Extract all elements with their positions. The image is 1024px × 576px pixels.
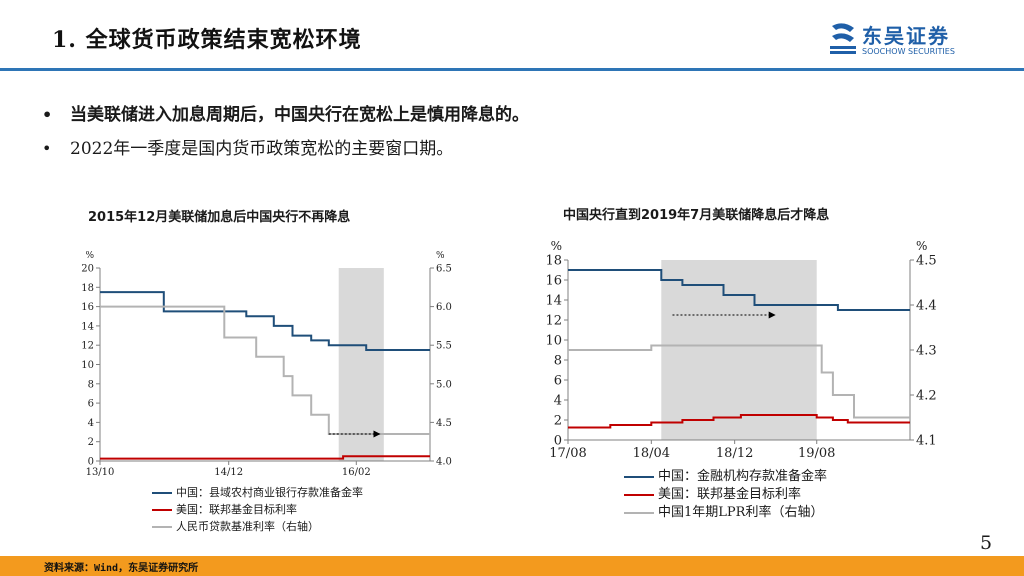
- legend-label: 美国：联邦基金目标利率: [658, 487, 802, 502]
- y-tick-label: 20: [81, 264, 94, 275]
- company-logo: 东吴证券 SOOCHOW SECURITIES: [828, 22, 978, 62]
- y2-unit-label: %: [916, 239, 927, 253]
- legend-label: 中国：金融机构存款准备金率: [658, 469, 828, 484]
- shaded-period: [661, 260, 817, 440]
- header-divider: [0, 68, 1024, 71]
- logo-text-en: SOOCHOW SECURITIES: [862, 47, 955, 56]
- footer-bar: 资料来源：Wind，东吴证券研究所: [0, 556, 1024, 576]
- x-tick-label: 18/12: [716, 446, 753, 461]
- y-tick-label: 18: [545, 254, 562, 269]
- y-tick-label: 0: [554, 434, 562, 449]
- y-unit-label: %: [85, 251, 94, 261]
- y-tick-label: 6: [88, 399, 94, 410]
- y-tick-label: 4: [88, 418, 94, 429]
- shaded-period: [338, 268, 384, 461]
- x-tick-label: 18/04: [633, 446, 670, 461]
- series-line: [568, 414, 910, 429]
- chart-right-legend: 中国：金融机构存款准备金率 美国：联邦基金目标利率 中国1年期LPR利率（右轴）: [624, 468, 827, 522]
- x-tick-label: 17/08: [549, 446, 586, 461]
- legend-swatch: [624, 494, 654, 496]
- legend-swatch: [152, 492, 172, 494]
- footer-source: 资料来源：Wind，东吴证券研究所: [44, 563, 199, 574]
- y-tick-label: 10: [81, 360, 94, 371]
- bullet-item: 2022年一季度是国内货币政策宽松的主要窗口期。: [40, 132, 1000, 166]
- y-tick-label: 12: [81, 341, 94, 352]
- bullet-item: 当美联储进入加息周期后，中国央行在宽松上是慎用降息的。: [40, 98, 1000, 132]
- y2-unit-label: %: [436, 251, 445, 261]
- legend-item: 人民币贷款基准利率（右轴）: [152, 518, 363, 535]
- legend-item: 美国：联邦基金目标利率: [624, 486, 827, 504]
- y-tick-label: 12: [545, 314, 562, 329]
- legend-label: 中国1年期LPR利率（右轴）: [658, 505, 824, 520]
- y2-tick-label: 6.5: [436, 264, 452, 275]
- legend-label: 美国：联邦基金目标利率: [176, 503, 297, 516]
- legend-item: 美国：联邦基金目标利率: [152, 501, 363, 518]
- chart-title-right: 中国央行直到2019年7月美联储降息后才降息: [563, 208, 830, 223]
- y2-tick-label: 4.4: [916, 299, 937, 314]
- x-tick-label: 16/02: [342, 467, 371, 478]
- y2-tick-label: 4.0: [436, 457, 452, 468]
- y-tick-label: 14: [81, 321, 94, 332]
- page-number: 5: [980, 532, 993, 554]
- y-tick-label: 14: [545, 294, 562, 309]
- series-line: [568, 344, 910, 419]
- y-tick-label: 16: [545, 274, 562, 289]
- y2-tick-label: 4.5: [916, 254, 937, 269]
- y-tick-label: 8: [554, 354, 562, 369]
- page-header: 1. 全球货币政策结束宽松环境 东吴证券 SOOCHOW SECURITIES: [0, 0, 1024, 72]
- legend-label: 人民币贷款基准利率（右轴）: [176, 520, 319, 533]
- legend-item: 中国：金融机构存款准备金率: [624, 468, 827, 486]
- trend-arrow-head: [373, 430, 381, 438]
- trend-arrow-head: [768, 311, 776, 319]
- y2-tick-label: 4.1: [916, 434, 937, 449]
- bullet-list: 当美联储进入加息周期后，中国央行在宽松上是慎用降息的。 2022年一季度是国内货…: [40, 98, 1000, 166]
- y-tick-label: 6: [554, 374, 562, 389]
- y2-tick-label: 5.0: [436, 379, 452, 390]
- y-tick-label: 2: [88, 437, 94, 448]
- y-tick-label: 18: [81, 283, 94, 294]
- y2-tick-label: 6.0: [436, 302, 452, 313]
- series-line: [100, 305, 430, 435]
- legend-item: 中国：县域农村商业银行存款准备金率: [152, 484, 363, 501]
- y-tick-label: 16: [81, 302, 94, 313]
- y-tick-label: 0: [88, 457, 94, 468]
- y-tick-label: 10: [545, 334, 562, 349]
- legend-swatch: [152, 509, 172, 511]
- legend-swatch: [152, 526, 172, 528]
- logo-mark-icon: [830, 23, 856, 54]
- y-tick-label: 2: [554, 414, 562, 429]
- y2-tick-label: 4.3: [916, 344, 937, 359]
- legend-label: 中国：县域农村商业银行存款准备金率: [176, 486, 363, 499]
- x-tick-label: 13/10: [86, 467, 115, 478]
- page-title: 1. 全球货币政策结束宽松环境: [52, 27, 362, 53]
- y2-tick-label: 4.2: [916, 389, 937, 404]
- y-tick-label: 8: [88, 379, 94, 390]
- y2-tick-label: 4.5: [436, 418, 452, 429]
- x-tick-label: 14/12: [214, 467, 243, 478]
- series-line: [100, 455, 430, 460]
- logo-text-cn: 东吴证券: [862, 24, 950, 48]
- y2-tick-label: 5.5: [436, 341, 452, 352]
- chart-left-legend: 中国：县域农村商业银行存款准备金率 美国：联邦基金目标利率 人民币贷款基准利率（…: [152, 484, 363, 535]
- legend-swatch: [624, 476, 654, 478]
- legend-swatch: [624, 512, 654, 514]
- x-tick-label: 19/08: [798, 446, 835, 461]
- series-line: [568, 269, 910, 311]
- y-tick-label: 4: [554, 394, 562, 409]
- series-line: [100, 291, 430, 351]
- y-unit-label: %: [551, 239, 562, 253]
- legend-item: 中国1年期LPR利率（右轴）: [624, 504, 827, 522]
- chart-title-left: 2015年12月美联储加息后中国央行不再降息: [88, 210, 351, 225]
